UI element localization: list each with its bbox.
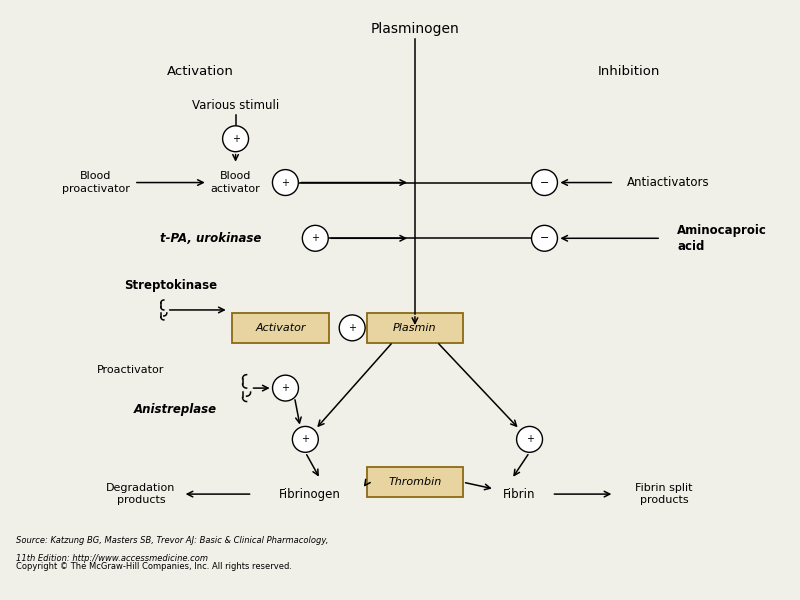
Text: +: + <box>231 134 239 144</box>
Circle shape <box>339 315 365 341</box>
Text: Copyright © The McGraw-Hill Companies, Inc. All rights reserved.: Copyright © The McGraw-Hill Companies, I… <box>16 562 292 571</box>
Text: +: + <box>526 434 534 445</box>
Circle shape <box>531 226 558 251</box>
Text: −: − <box>540 233 549 243</box>
Text: Fibrin: Fibrin <box>503 488 536 500</box>
Text: Plasminogen: Plasminogen <box>370 22 459 36</box>
Text: +: + <box>311 233 319 243</box>
Text: Fibrin split
products: Fibrin split products <box>635 483 693 505</box>
Text: Streptokinase: Streptokinase <box>124 278 218 292</box>
Circle shape <box>302 226 328 251</box>
Circle shape <box>517 427 542 452</box>
Text: 11th Edition: http://www.accessmedicine.com: 11th Edition: http://www.accessmedicine.… <box>16 554 208 563</box>
Text: Fibrinogen: Fibrinogen <box>279 488 342 500</box>
Text: Anistreplase: Anistreplase <box>134 403 218 416</box>
Text: Activator: Activator <box>255 323 306 333</box>
Circle shape <box>292 427 318 452</box>
Text: Plasmin: Plasmin <box>393 323 437 333</box>
Text: +: + <box>282 383 290 393</box>
Text: Inhibition: Inhibition <box>598 65 660 77</box>
FancyBboxPatch shape <box>366 313 463 343</box>
FancyBboxPatch shape <box>366 467 463 497</box>
Text: +: + <box>302 434 310 445</box>
Text: Thrombin: Thrombin <box>388 477 442 487</box>
Text: Source: Katzung BG, Masters SB, Trevor AJ: Basic & Clinical Pharmacology,: Source: Katzung BG, Masters SB, Trevor A… <box>16 536 329 545</box>
FancyBboxPatch shape <box>232 313 329 343</box>
Text: Proactivator: Proactivator <box>98 365 165 374</box>
Text: Activation: Activation <box>167 65 234 77</box>
Text: −: − <box>540 178 549 188</box>
Circle shape <box>273 170 298 196</box>
Text: Antiactivators: Antiactivators <box>627 176 710 189</box>
Text: t-PA, urokinase: t-PA, urokinase <box>160 232 262 245</box>
Text: +: + <box>348 323 356 333</box>
Text: Degradation
products: Degradation products <box>106 483 175 505</box>
Text: Aminocaproic
acid: Aminocaproic acid <box>677 224 767 253</box>
Text: Various stimuli: Various stimuli <box>192 100 279 112</box>
Text: +: + <box>282 178 290 188</box>
Circle shape <box>273 375 298 401</box>
Text: Blood
proactivator: Blood proactivator <box>62 172 130 194</box>
Circle shape <box>531 170 558 196</box>
Circle shape <box>222 126 249 152</box>
Text: Blood
activator: Blood activator <box>210 172 261 194</box>
